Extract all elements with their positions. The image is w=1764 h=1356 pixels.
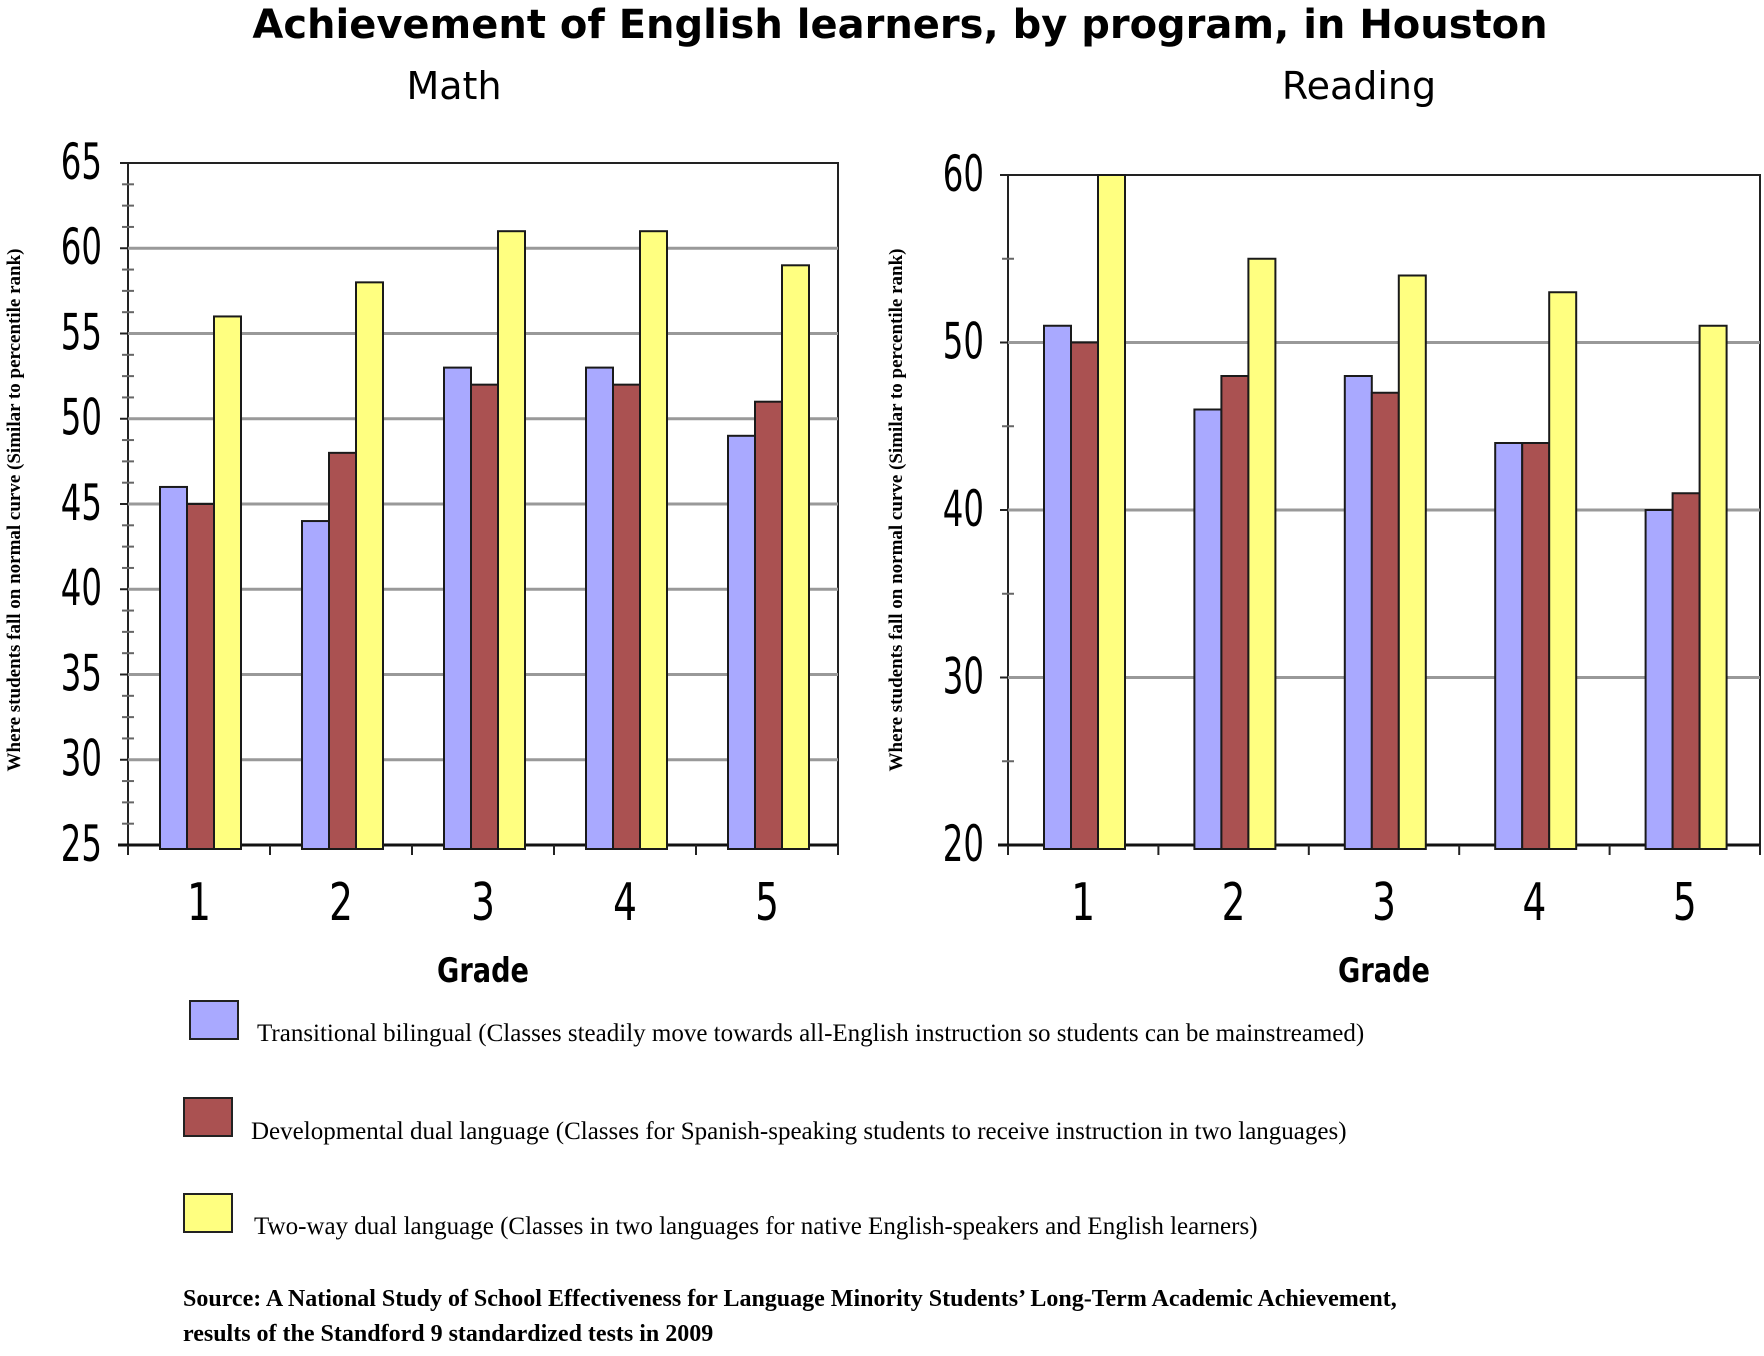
reading-y-tick-label: 20 <box>943 816 984 873</box>
math-bar-grade4-series2 <box>612 383 641 850</box>
math-y-tick-label: 35 <box>61 646 102 703</box>
reading-y-axis-label: Where students fall on normal curve (Sim… <box>886 249 907 772</box>
source-note: Source: A National Study of School Effec… <box>183 1282 1683 1352</box>
math-bar-grade1-series3 <box>213 315 242 850</box>
legend-label-transitional: Transitional bilingual (Classes steadily… <box>257 1020 1365 1047</box>
reading-bar-grade4-series2 <box>1521 442 1551 850</box>
reading-x-tick-label: 2 <box>1222 872 1246 933</box>
math-x-tick-label: 2 <box>329 872 353 933</box>
reading-bar-grade2-series3 <box>1247 257 1277 850</box>
math-y-tick-label: 40 <box>61 560 102 617</box>
reading-bar-grade5-series1 <box>1644 509 1674 850</box>
reading-bar-grade4-series3 <box>1548 291 1578 850</box>
math-bar-grade5-series3 <box>781 264 810 850</box>
math-bar-grade3-series3 <box>497 230 526 850</box>
math-bar-grade2-series3 <box>355 281 384 851</box>
source-line-1: Source: A National Study of School Effec… <box>183 1286 1397 1312</box>
math-y-tick-label: 45 <box>61 475 102 532</box>
reading-bar-grade1-series1 <box>1043 324 1072 850</box>
reading-bar-grade3-series1 <box>1343 375 1373 850</box>
math-x-tick-label: 3 <box>471 872 495 933</box>
math-bar-grade3-series1 <box>443 366 472 850</box>
reading-bar-grade3-series3 <box>1397 274 1427 850</box>
reading-bar-grade2-series1 <box>1193 408 1223 850</box>
legend-label-developmental: Developmental dual language (Classes for… <box>251 1118 1347 1145</box>
math-x-tick-label: 1 <box>187 872 211 933</box>
math-x-axis-label: Grade <box>437 951 529 991</box>
page-title: Achievement of English learners, by prog… <box>252 2 1548 48</box>
reading-x-tick-label: 3 <box>1372 872 1396 933</box>
reading-bar-grade2-series2 <box>1220 375 1250 850</box>
math-bar-grade5-series2 <box>754 400 783 850</box>
math-chart-title: Math <box>406 64 502 108</box>
math-y-tick-label: 30 <box>61 731 102 788</box>
legend-swatch-transitional <box>189 1000 239 1040</box>
math-y-tick-label: 60 <box>61 219 102 276</box>
reading-y-tick-label: 60 <box>943 146 984 203</box>
math-x-tick-label: 5 <box>755 872 779 933</box>
math-y-tick-label: 55 <box>61 305 102 362</box>
legend-label-two-way: Two-way dual language (Classes in two la… <box>254 1213 1258 1240</box>
reading-chart-title: Reading <box>1281 64 1437 108</box>
math-y-tick-label: 25 <box>61 816 102 873</box>
math-bar-grade4-series3 <box>639 230 668 850</box>
reading-y-tick-label: 50 <box>943 314 984 371</box>
legend-swatch-developmental <box>183 1097 233 1137</box>
math-bar-grade2-series2 <box>328 451 357 850</box>
reading-bar-grade3-series2 <box>1370 391 1400 850</box>
reading-bar-grade4-series1 <box>1494 442 1524 850</box>
legend-swatch-two-way <box>183 1193 233 1233</box>
math-y-tick-label: 65 <box>61 134 102 191</box>
reading-y-tick-label: 30 <box>943 649 984 706</box>
reading-y-tick-label: 40 <box>943 481 984 538</box>
reading-bar-chart: 20 30 40 50 60 1 2 3 4 5 Grade Where students fall … <box>886 146 1761 991</box>
reading-x-tick-label: 4 <box>1522 872 1546 933</box>
source-line-2: results of the Standford 9 standardized … <box>183 1321 714 1347</box>
math-bar-grade3-series2 <box>470 383 499 850</box>
math-y-tick-label: 50 <box>61 390 102 447</box>
math-bar-grade4-series1 <box>585 366 614 850</box>
math-bar-grade5-series1 <box>727 434 756 850</box>
reading-x-tick-label: 1 <box>1071 872 1095 933</box>
reading-x-tick-label: 5 <box>1673 872 1697 933</box>
math-y-axis-label: Where students fall on normal curve (Sim… <box>4 249 25 772</box>
reading-bar-grade5-series3 <box>1698 324 1728 850</box>
reading-bar-grade1-series3 <box>1097 174 1126 850</box>
math-x-tick-label: 4 <box>613 872 637 933</box>
reading-x-axis-label: Grade <box>1338 951 1430 991</box>
reading-bar-grade5-series2 <box>1671 492 1701 850</box>
math-bar-grade1-series2 <box>186 503 215 850</box>
math-bar-grade1-series1 <box>159 485 188 850</box>
reading-bar-grade1-series2 <box>1070 341 1099 850</box>
